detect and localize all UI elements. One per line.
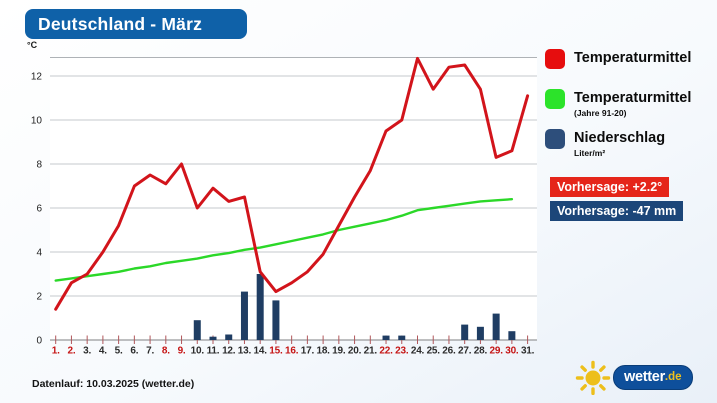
x-axis-tick-label: 22.	[379, 346, 393, 357]
x-axis-tick-label: 5.	[115, 346, 123, 357]
precipitation-bar	[382, 335, 390, 340]
legend-label: Temperaturmittel	[574, 90, 692, 106]
x-axis-tick-label: 8.	[162, 346, 170, 357]
x-axis-tick-label: 31.	[521, 346, 535, 357]
climate-mean-line	[54, 197, 514, 282]
precipitation-bar	[225, 334, 233, 340]
legend-sublabel: Liter/m²	[574, 148, 606, 158]
x-axis-tick-label: 6.	[130, 346, 138, 357]
y-axis-tick-label: 8	[36, 160, 42, 171]
x-axis-tick-label: 19.	[332, 346, 346, 357]
x-axis-tick-label: 20.	[348, 346, 362, 357]
precipitation-bar	[240, 291, 248, 340]
y-axis-unit: °C	[27, 40, 38, 50]
x-axis-tick-label: 27.	[458, 346, 472, 357]
precipitation-bar	[193, 320, 201, 340]
x-axis-tick-label: 12.	[222, 346, 236, 357]
x-axis-tick-label: 1.	[52, 346, 60, 357]
precipitation-bar	[398, 335, 406, 340]
x-axis-tick-label: 17.	[301, 346, 315, 357]
page-title: Deutschland - März	[25, 9, 247, 39]
x-axis-tick-label: 24.	[411, 346, 425, 357]
x-axis-tick-label: 10.	[191, 346, 205, 357]
legend-item-temperaturmittel-klima: Temperaturmittel (Jahre 91-20)	[545, 88, 691, 118]
data-run-timestamp: Datenlauf: 10.03.2025 (wetter.de)	[32, 378, 195, 390]
precipitation-forecast-badge: Vorhersage: -47 mm	[550, 201, 684, 221]
legend-item-niederschlag: Niederschlag Liter/m²	[545, 128, 665, 158]
legend-item-temperaturmittel: Temperaturmittel	[545, 48, 691, 69]
x-axis-tick-label: 15.	[269, 346, 283, 357]
green-line-swatch-icon	[545, 89, 565, 109]
x-axis-tick-label: 9.	[178, 346, 186, 357]
x-axis-tick-label: 21.	[364, 346, 378, 357]
x-axis-tick-label: 13.	[238, 346, 252, 357]
y-axis-tick-label: 0	[36, 336, 42, 347]
precipitation-bar	[256, 274, 264, 340]
x-axis-tick-label: 28.	[474, 346, 488, 357]
temperature-line	[54, 56, 530, 311]
y-axis-tick-label: 10	[31, 116, 43, 127]
x-axis-tick-label: 14.	[254, 346, 268, 357]
wetter-de-logo: wetter .de	[575, 359, 693, 395]
precipitation-bar	[508, 331, 516, 340]
precipitation-bar	[492, 313, 500, 340]
x-axis-tick-label: 7.	[146, 346, 154, 357]
precipitation-bar	[272, 300, 280, 340]
x-axis-tick-label: 16.	[285, 346, 299, 357]
x-axis-tick-label: 2.	[67, 346, 75, 357]
x-axis-tick-label: 23.	[395, 346, 409, 357]
precipitation-bar	[476, 326, 484, 340]
y-axis-tick-label: 12	[31, 72, 43, 83]
y-axis-tick-label: 4	[36, 248, 42, 259]
x-axis-tick-label: 29.	[489, 346, 503, 357]
plot-area	[50, 57, 537, 340]
red-line-swatch-icon	[545, 49, 565, 69]
legend-label: Temperaturmittel	[574, 50, 692, 66]
precipitation-bar	[461, 324, 469, 340]
y-axis-tick-label: 2	[36, 292, 42, 303]
temperature-forecast-badge: Vorhersage: +2.2°	[550, 177, 670, 197]
legend-label: Niederschlag	[574, 130, 666, 146]
x-axis-tick-label: 26.	[442, 346, 456, 357]
x-axis-tick-label: 11.	[207, 346, 220, 357]
bar-swatch-icon	[545, 129, 565, 149]
logo-pill: wetter .de	[613, 364, 693, 390]
logo-tld-text: .de	[664, 370, 682, 383]
x-axis-tick-label: 25.	[427, 346, 441, 357]
x-axis-tick-label: 4.	[99, 346, 107, 357]
y-axis-tick-label: 6	[36, 204, 42, 215]
x-axis-tick-label: 18.	[316, 346, 330, 357]
sun-icon	[575, 360, 611, 395]
precipitation-bar	[209, 336, 217, 340]
logo-brand-text: wetter	[624, 368, 665, 385]
x-axis-tick-label: 30.	[505, 346, 519, 357]
x-axis-tick-label: 3.	[83, 346, 91, 357]
legend-sublabel: (Jahre 91-20)	[574, 108, 627, 118]
